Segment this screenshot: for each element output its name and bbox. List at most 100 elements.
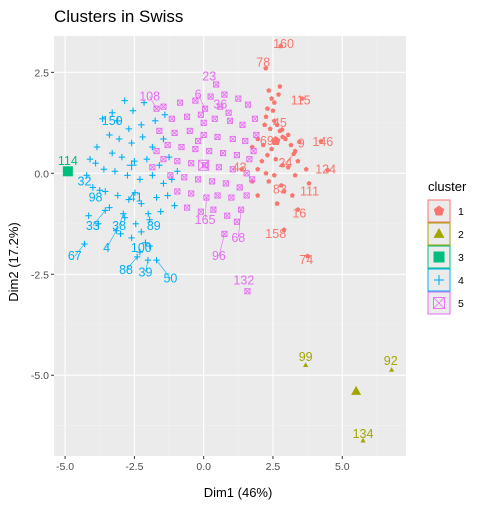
point-label-23: 23 xyxy=(202,69,216,83)
point-cluster-4 xyxy=(138,121,145,129)
point-cluster-1 xyxy=(277,83,283,89)
cluster-center-4 xyxy=(126,160,137,171)
point-label-68: 68 xyxy=(231,231,245,245)
point-cluster-5 xyxy=(217,103,224,110)
point-cluster-5 xyxy=(192,97,199,104)
point-cluster-4 xyxy=(99,115,106,122)
cluster-centers xyxy=(62,136,362,395)
point-cluster-5 xyxy=(202,162,209,169)
point-cluster-5 xyxy=(226,117,234,124)
labeled-point-99 xyxy=(303,362,309,367)
point-label-88: 88 xyxy=(119,263,133,277)
point-cluster-5 xyxy=(208,178,216,185)
point-label-115: 115 xyxy=(291,94,311,108)
point-cluster-5 xyxy=(188,190,195,197)
point-cluster-5 xyxy=(174,158,181,165)
point-label-50: 50 xyxy=(163,271,177,285)
point-cluster-4 xyxy=(146,242,153,250)
point-cluster-4 xyxy=(121,97,128,104)
x-tick-label: 0.0 xyxy=(196,461,211,473)
x-tick-label: 2.5 xyxy=(266,461,281,473)
point-cluster-4 xyxy=(164,192,171,199)
point-cluster-5 xyxy=(164,141,171,149)
point-cluster-1 xyxy=(303,166,309,172)
point-label-114: 114 xyxy=(58,154,78,168)
labeled-point-23 xyxy=(213,81,220,88)
point-cluster-4 xyxy=(149,143,156,151)
point-cluster-5 xyxy=(233,218,240,225)
cluster-center-2 xyxy=(351,385,362,395)
point-cluster-4 xyxy=(125,196,133,203)
point-cluster-1 xyxy=(281,188,287,194)
point-cluster-1 xyxy=(282,136,288,142)
point-cluster-4 xyxy=(114,192,121,199)
point-label-69: 69 xyxy=(260,134,274,148)
x-tick-label: 5.0 xyxy=(335,461,350,473)
point-cluster-4 xyxy=(92,160,99,167)
point-label-134: 134 xyxy=(353,427,374,441)
point-cluster-1 xyxy=(274,201,280,206)
point-cluster-1 xyxy=(263,170,269,176)
point-label-165: 165 xyxy=(195,213,216,227)
point-cluster-5 xyxy=(171,129,178,136)
legend-label-5: 5 xyxy=(458,298,464,310)
cluster-center-5 xyxy=(198,159,210,171)
point-cluster-5 xyxy=(233,152,240,159)
point-label-39: 39 xyxy=(139,265,153,279)
labeled-point-68 xyxy=(238,206,245,213)
point-cluster-5 xyxy=(160,103,167,110)
labeled-point-24 xyxy=(291,151,297,157)
point-label-124: 124 xyxy=(315,162,336,176)
data-points xyxy=(63,43,395,443)
point-label-43: 43 xyxy=(233,160,247,174)
point-cluster-5 xyxy=(188,160,195,167)
point-cluster-5 xyxy=(244,101,252,108)
labeled-point-111 xyxy=(306,180,312,186)
labeled-point-115 xyxy=(299,96,305,101)
point-cluster-1 xyxy=(269,96,275,101)
point-label-74: 74 xyxy=(299,253,313,267)
legend-marker-2 xyxy=(433,227,445,238)
point-cluster-4 xyxy=(111,168,119,175)
point-cluster-4 xyxy=(86,155,94,163)
connector-108 xyxy=(149,96,157,109)
point-cluster-5 xyxy=(243,170,250,177)
point-cluster-5 xyxy=(156,127,163,134)
labeled-point-150 xyxy=(109,109,116,116)
point-cluster-5 xyxy=(183,113,191,120)
point-cluster-5 xyxy=(235,95,242,102)
labeled-point-146 xyxy=(318,138,324,144)
labeled-point-88 xyxy=(133,253,141,261)
point-cluster-4 xyxy=(174,168,181,175)
point-label-33: 33 xyxy=(86,219,100,233)
point-label-24: 24 xyxy=(278,156,292,170)
point-cluster-4 xyxy=(131,157,138,165)
x-tick-label: -5.0 xyxy=(56,461,74,473)
plot-panel xyxy=(54,36,406,456)
point-cluster-4 xyxy=(145,210,152,217)
point-cluster-4 xyxy=(151,117,159,125)
labeled-point-16 xyxy=(295,207,301,212)
point-cluster-4 xyxy=(128,234,135,242)
point-label-38: 38 xyxy=(112,219,126,233)
point-cluster-5 xyxy=(168,115,175,122)
labeled-point-36 xyxy=(225,109,232,116)
labeled-point-132 xyxy=(244,288,251,295)
point-label-9: 9 xyxy=(298,136,305,150)
point-cluster-5 xyxy=(229,135,236,143)
point-cluster-4 xyxy=(143,155,151,163)
point-cluster-5 xyxy=(222,180,229,187)
point-cluster-5 xyxy=(197,208,204,215)
point-cluster-5 xyxy=(211,115,218,122)
labeled-point-39 xyxy=(144,256,152,264)
labeled-point-38 xyxy=(120,210,127,217)
point-cluster-5 xyxy=(167,172,174,179)
point-cluster-4 xyxy=(85,212,92,219)
point-cluster-4 xyxy=(149,172,156,179)
point-cluster-5 xyxy=(243,192,250,199)
point-label-160: 160 xyxy=(273,37,294,51)
point-cluster-4 xyxy=(140,99,148,106)
point-cluster-1 xyxy=(267,126,273,131)
